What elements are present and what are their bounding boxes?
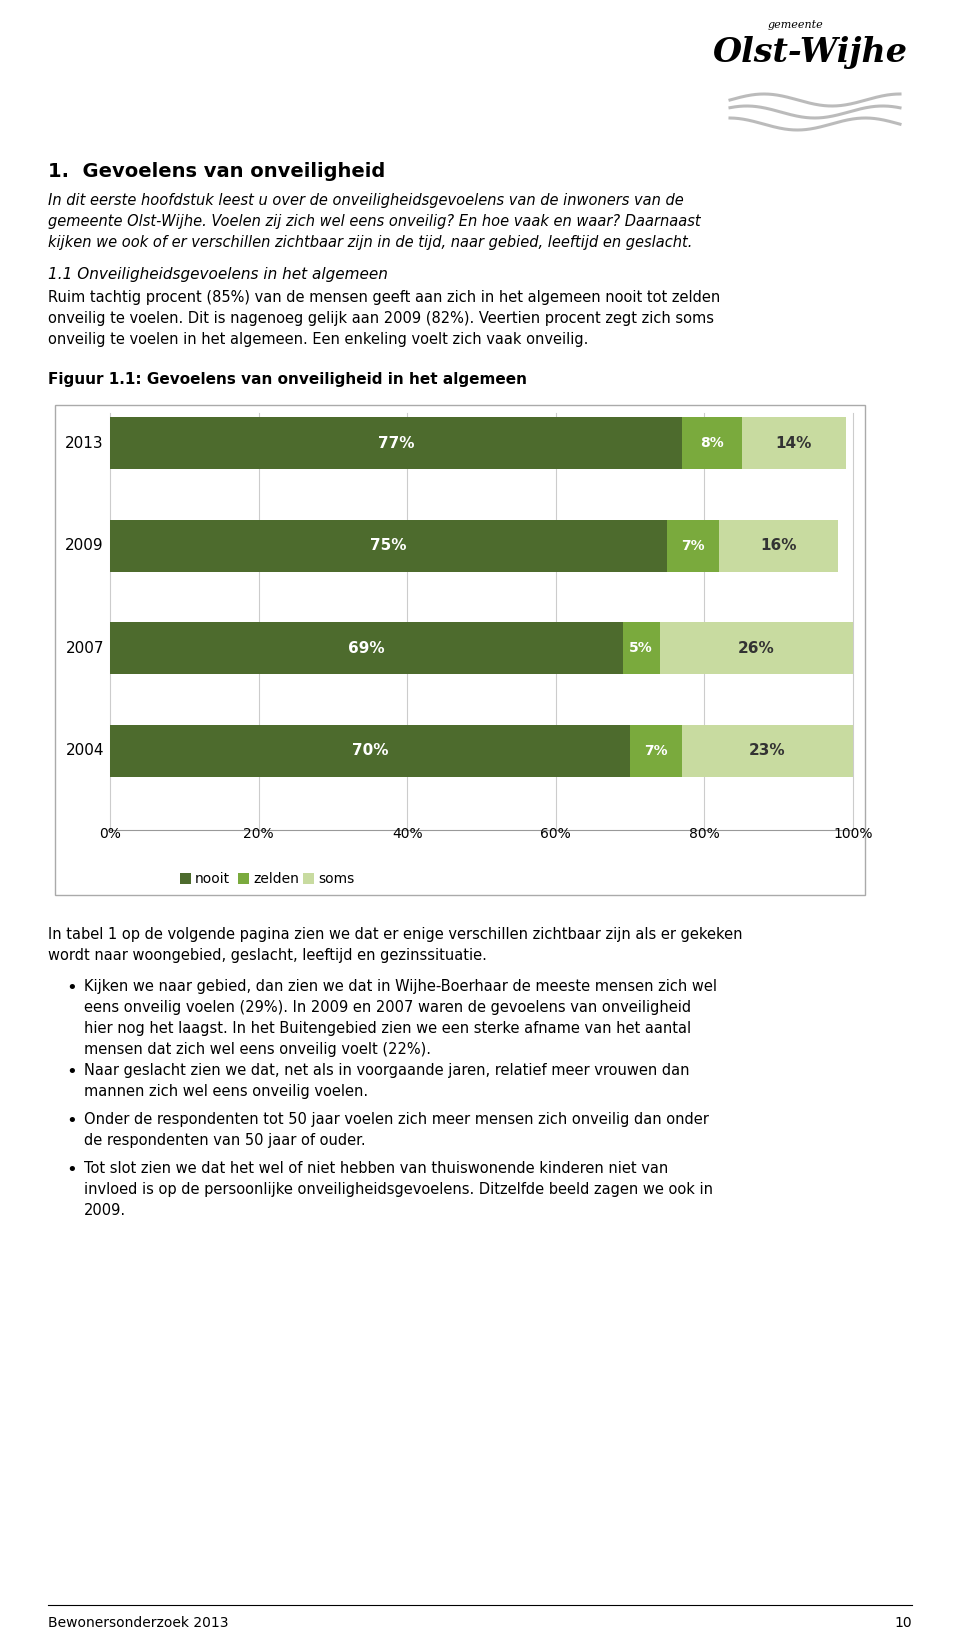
Text: 26%: 26% (738, 641, 775, 655)
Text: In tabel 1 op de volgende pagina zien we dat er enige verschillen zichtbaar zijn: In tabel 1 op de volgende pagina zien we… (48, 926, 742, 962)
Bar (667, 520, 719, 572)
Text: Kijken we naar gebied, dan zien we dat in Wijhe-Boerhaar de meeste mensen zich w: Kijken we naar gebied, dan zien we dat i… (84, 979, 717, 1057)
Text: Naar geslacht zien we dat, net als in voorgaande jaren, relatief meer vrouwen da: Naar geslacht zien we dat, net als in vo… (84, 1064, 689, 1100)
Text: 14%: 14% (776, 436, 812, 451)
Text: 2004: 2004 (65, 743, 104, 758)
Text: •: • (66, 1162, 77, 1180)
Bar (110, 724, 630, 776)
Text: 40%: 40% (392, 827, 422, 842)
Text: gemeente: gemeente (767, 20, 823, 29)
Text: 60%: 60% (540, 827, 571, 842)
Text: 8%: 8% (700, 436, 724, 449)
Text: 1.1 Onveiligheidsgevoelens in het algemeen: 1.1 Onveiligheidsgevoelens in het algeme… (48, 266, 388, 283)
Text: 16%: 16% (760, 538, 797, 552)
Bar (683, 417, 741, 469)
Text: Olst-Wijhe: Olst-Wijhe (712, 36, 907, 69)
Text: Bewonersonderzoek 2013: Bewonersonderzoek 2013 (48, 1616, 228, 1631)
Bar (110, 417, 683, 469)
Text: nooit: nooit (195, 871, 230, 886)
Text: 100%: 100% (833, 827, 873, 842)
Text: 23%: 23% (749, 743, 786, 758)
Text: Figuur 1.1: Gevoelens van onveiligheid in het algemeen: Figuur 1.1: Gevoelens van onveiligheid i… (48, 373, 527, 387)
Bar (110, 520, 667, 572)
Text: Onder de respondenten tot 50 jaar voelen zich meer mensen zich onveilig dan onde: Onder de respondenten tot 50 jaar voelen… (84, 1113, 708, 1149)
Bar (741, 417, 846, 469)
Text: soms: soms (318, 871, 354, 886)
Text: •: • (66, 1064, 77, 1082)
Text: Tot slot zien we dat het wel of niet hebben van thuiswonende kinderen niet van
i: Tot slot zien we dat het wel of niet heb… (84, 1162, 713, 1217)
Text: 2009: 2009 (65, 538, 104, 552)
Text: 1.  Gevoelens van onveiligheid: 1. Gevoelens van onveiligheid (48, 162, 385, 181)
Bar (623, 623, 660, 673)
Bar (302, 873, 314, 884)
Bar (110, 623, 623, 673)
Text: 5%: 5% (630, 641, 653, 655)
Text: 7%: 7% (644, 743, 668, 758)
Bar (719, 520, 838, 572)
Text: 20%: 20% (243, 827, 274, 842)
Text: 69%: 69% (348, 641, 385, 655)
Text: In dit eerste hoofdstuk leest u over de onveiligheidsgevoelens van de inwoners v: In dit eerste hoofdstuk leest u over de … (48, 193, 701, 250)
Bar (55, 405, 865, 895)
Text: •: • (66, 1113, 77, 1131)
Text: 0%: 0% (99, 827, 121, 842)
Bar (683, 724, 853, 776)
Text: •: • (66, 979, 77, 997)
Text: 7%: 7% (682, 539, 705, 552)
Bar (180, 873, 191, 884)
Text: zelden: zelden (253, 871, 299, 886)
Text: 10: 10 (895, 1616, 912, 1631)
Text: 2007: 2007 (65, 641, 104, 655)
Text: 75%: 75% (371, 538, 407, 552)
Text: 2013: 2013 (65, 436, 104, 451)
Text: Ruim tachtig procent (85%) van de mensen geeft aan zich in het algemeen nooit to: Ruim tachtig procent (85%) van de mensen… (48, 289, 720, 346)
Bar (660, 623, 853, 673)
Bar (238, 873, 249, 884)
Text: 80%: 80% (689, 827, 720, 842)
Bar (630, 724, 683, 776)
Text: 70%: 70% (351, 743, 388, 758)
Text: 77%: 77% (378, 436, 415, 451)
